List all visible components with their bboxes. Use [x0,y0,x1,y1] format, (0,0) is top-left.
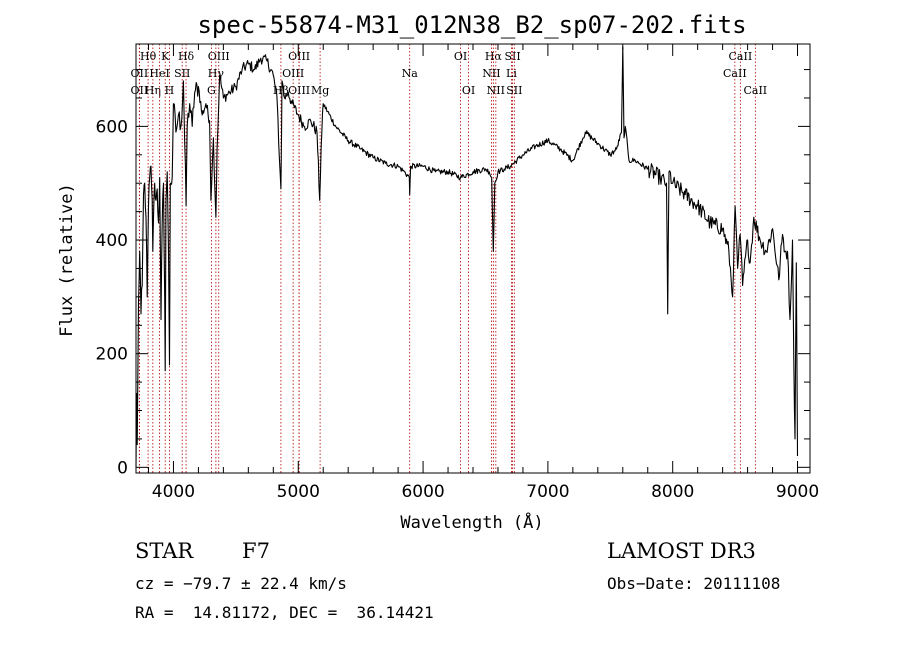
x-axis-label: Wavelength (Å) [400,511,543,533]
line-label: SII [504,50,520,63]
survey-name: LAMOST DR3 [607,539,756,563]
line-label: Li [506,67,517,80]
line-label: CaII [729,50,753,63]
chart-title: spec-55874-M31_012N38_B2_sp07-202.fits [197,11,746,39]
line-label: OII [131,84,149,97]
x-tick-label: 6000 [401,482,444,502]
object-subclass: F7 [242,539,270,563]
line-label: H [165,84,175,97]
y-tick-label: 400 [96,231,128,251]
line-label: Hγ [208,67,225,80]
line-label: CaII [743,84,767,97]
x-tick-label: 4000 [152,482,195,502]
line-label: OIII [208,50,230,63]
line-label: K [161,50,170,63]
line-label: Hη [145,84,161,97]
line-label: NII [482,67,500,80]
line-label: CaII [723,67,747,80]
line-label: HeI [149,67,169,80]
line-label: SII [174,67,190,80]
sky-coordinates: RA = 14.81172, DEC = 36.14421 [135,603,434,622]
redshift-velocity: cz = −79.7 ± 22.4 km/s [135,574,347,593]
line-label: NII [487,84,505,97]
x-tick-label: 7000 [526,482,569,502]
spectrum-line [135,46,799,468]
y-tick-label: 600 [96,117,128,137]
line-label: OI [462,84,475,97]
line-label: OIII [288,50,310,63]
line-label: Hδ [178,50,195,63]
line-label: Hα [485,50,503,63]
line-label: OIII [282,67,304,80]
y-tick-label: 0 [117,458,128,478]
line-label: Na [402,67,419,80]
x-tick-label: 8000 [651,482,694,502]
plot-frame [135,43,811,474]
object-class: STAR [135,539,194,563]
x-tick-label: 9000 [776,482,819,502]
x-tick-label: 5000 [277,482,320,502]
y-tick-label: 200 [96,345,128,365]
line-label: Hθ [140,50,157,63]
observation-date: Obs−Date: 20111108 [607,574,781,593]
line-label: G [207,84,216,97]
line-label: SII [506,84,522,97]
line-label: OIII [288,84,310,97]
line-label: OI [454,50,467,63]
line-label: Mg [311,84,329,97]
y-axis-label: Flux (relative) [57,183,77,337]
axis-ticks: 4000 5000 6000 7000 8000 9000 0 200 400 600 [96,44,819,502]
